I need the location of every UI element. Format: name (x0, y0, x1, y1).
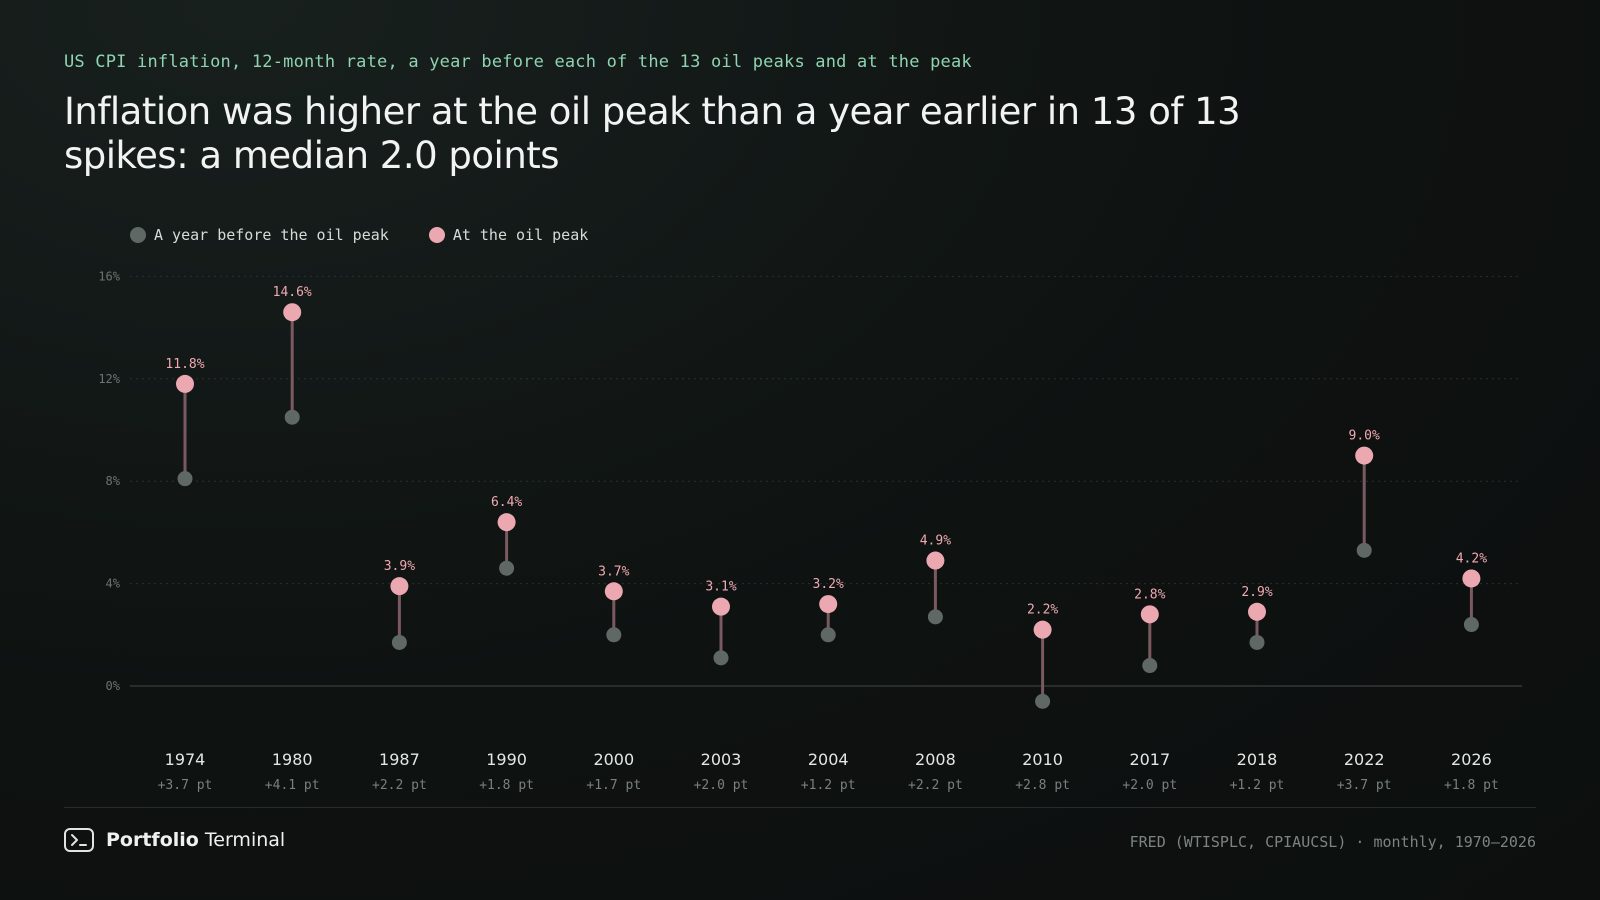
brand-name-bold: Portfolio (106, 829, 199, 851)
point-before (606, 627, 622, 643)
x-delta-label: +1.8 pt (1444, 778, 1499, 793)
point-before (1035, 693, 1051, 709)
y-tick-label: 4% (106, 577, 121, 591)
legend-swatch-before (130, 227, 146, 243)
x-category-label: 2017 (1129, 750, 1170, 769)
peak-value-label: 3.7% (598, 564, 629, 579)
point-peak (604, 582, 623, 601)
point-peak (1355, 446, 1374, 465)
legend-swatch-peak (428, 227, 445, 243)
point-before (1356, 542, 1372, 558)
x-category-label: 2010 (1022, 750, 1063, 769)
chart-legend: A year before the oil peak At the oil pe… (130, 226, 588, 244)
peak-value-label: 4.2% (1456, 551, 1487, 566)
x-category-label: 1987 (379, 750, 420, 769)
point-peak (283, 303, 302, 322)
x-delta-label: +3.7 pt (1337, 778, 1392, 793)
legend-label-peak: At the oil peak (452, 226, 589, 244)
x-delta-label: +1.7 pt (586, 778, 641, 793)
point-before (391, 634, 407, 650)
point-before (820, 627, 836, 643)
x-category-label: 1990 (486, 750, 527, 769)
point-before (1142, 658, 1158, 674)
point-peak (497, 513, 516, 532)
point-before (1463, 617, 1479, 633)
chart-kicker: US CPI inflation, 12-month rate, a year … (64, 52, 972, 72)
x-delta-label: +2.2 pt (372, 778, 427, 793)
x-category-label: 1974 (165, 750, 206, 769)
y-tick-label: 0% (106, 679, 121, 693)
point-peak (176, 374, 194, 393)
x-delta-label: +1.2 pt (1230, 778, 1285, 793)
dumbbell-chart: 0% 4% 8% 12% 16% 11.8% 1974 +3.7 pt 14.6% 1980 +4.… (98, 269, 1522, 793)
peak-value-label: 14.6% (273, 285, 312, 300)
x-category-label: 2008 (915, 750, 956, 769)
legend-label-before: A year before the oil peak (154, 226, 389, 244)
point-before (177, 471, 193, 487)
chart-headline: Inflation was higher at the oil peak tha… (64, 90, 1241, 177)
peak-value-label: 3.9% (384, 559, 415, 574)
peak-value-label: 2.9% (1241, 585, 1272, 600)
x-category-label: 2003 (701, 750, 742, 769)
point-peak (1462, 569, 1481, 588)
x-delta-label: +2.0 pt (694, 778, 749, 793)
brand-logo: Portfolio Terminal (64, 828, 285, 852)
x-delta-label: +4.1 pt (265, 778, 320, 793)
x-delta-label: +2.0 pt (1122, 778, 1177, 793)
point-peak (1033, 620, 1052, 639)
point-peak (390, 577, 409, 596)
legend-item-before: A year before the oil peak (130, 226, 389, 244)
x-category-label: 2018 (1237, 750, 1278, 769)
point-peak (1140, 605, 1159, 624)
x-category-label: 2000 (593, 750, 634, 769)
peak-value-label: 4.9% (920, 534, 951, 549)
y-tick-label: 12% (98, 372, 120, 386)
point-before (499, 560, 515, 576)
terminal-icon (64, 828, 94, 852)
peak-value-label: 3.1% (705, 580, 736, 595)
x-category-label: 2026 (1451, 750, 1492, 769)
x-delta-label: +2.2 pt (908, 778, 963, 793)
point-peak (712, 597, 730, 616)
x-delta-label: +2.8 pt (1015, 778, 1070, 793)
y-tick-label: 16% (98, 269, 120, 283)
peak-value-label: 11.8% (165, 357, 204, 372)
point-before (1249, 634, 1265, 650)
point-peak (1248, 602, 1266, 621)
x-delta-label: +3.7 pt (158, 778, 213, 793)
peak-value-label: 2.8% (1134, 587, 1165, 602)
x-delta-label: +1.8 pt (479, 778, 534, 793)
x-delta-label: +1.2 pt (801, 778, 856, 793)
point-before (713, 650, 729, 666)
peak-value-label: 9.0% (1349, 429, 1380, 444)
point-peak (819, 595, 838, 614)
point-before (927, 609, 943, 625)
x-category-label: 1980 (272, 750, 313, 769)
legend-item-peak: At the oil peak (428, 226, 589, 244)
point-before (284, 409, 300, 425)
peak-value-label: 2.2% (1027, 603, 1058, 618)
source-note: FRED (WTISPLC, CPIAUCSL) · monthly, 1970… (1129, 833, 1536, 851)
footer-divider (64, 807, 1536, 808)
y-tick-label: 8% (106, 474, 121, 488)
peak-value-label: 6.4% (491, 495, 522, 510)
x-category-label: 2004 (808, 750, 849, 769)
x-category-label: 2022 (1344, 750, 1385, 769)
brand-name-regular: Terminal (204, 829, 286, 851)
point-peak (926, 551, 945, 570)
peak-value-label: 3.2% (813, 577, 844, 592)
